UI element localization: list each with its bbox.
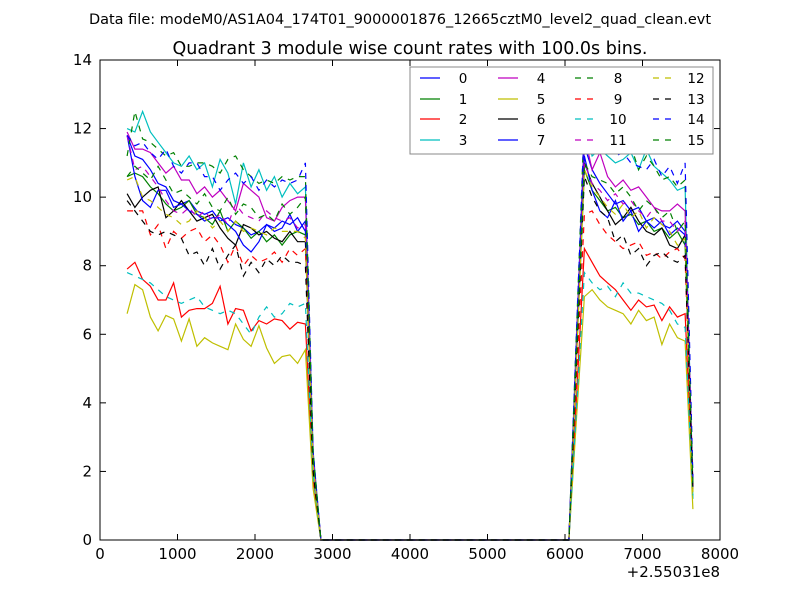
x-tick-label: 6000 [546, 545, 584, 563]
legend-label: 5 [537, 92, 546, 108]
legend-label: 0 [459, 71, 468, 87]
axis-ticks: 0 1000 2000 3000 4000 5000 6000 7000 80000246810… [73, 51, 739, 563]
y-tick-label: 2 [82, 462, 92, 480]
legend-label: 1 [459, 92, 468, 108]
x-tick-label: 2000 [236, 545, 274, 563]
x-tick-label: 8000 [701, 545, 739, 563]
y-tick-label: 6 [82, 325, 92, 343]
y-tick-label: 12 [73, 120, 92, 138]
x-tick-label: 3000 [313, 545, 351, 563]
series-line-12 [126, 169, 694, 541]
legend-label: 12 [687, 71, 704, 87]
series-line-4 [126, 131, 694, 541]
series-line-10 [126, 270, 694, 541]
x-tick-label: 0 [95, 545, 105, 563]
x-offset-label: +2.55031e8 [627, 563, 720, 581]
series-line-2 [126, 246, 694, 541]
series-line-3 [126, 109, 694, 541]
legend-label: 7 [537, 133, 546, 149]
legend-label: 9 [614, 92, 623, 108]
legend-label: 2 [459, 112, 468, 128]
y-tick-label: 10 [73, 188, 92, 206]
legend-label: 10 [609, 112, 626, 128]
legend-label: 8 [614, 71, 623, 87]
y-tick-label: 0 [82, 531, 92, 549]
legend-label: 4 [537, 71, 546, 87]
legend-label: 13 [687, 92, 704, 108]
series-line-13 [126, 176, 694, 541]
x-tick-label: 7000 [623, 545, 661, 563]
series-line-5 [126, 283, 694, 541]
y-tick-label: 8 [82, 257, 92, 275]
legend-label: 3 [459, 133, 468, 149]
series-line-1 [126, 169, 694, 541]
legend-label: 6 [537, 112, 546, 128]
chart-suptitle: Data file: modeM0/AS1A04_174T01_90000018… [89, 12, 711, 28]
series-line-11 [126, 135, 694, 541]
series-line-6 [126, 162, 694, 541]
x-tick-label: 4000 [391, 545, 429, 563]
series-line-8 [126, 111, 694, 541]
y-tick-label: 14 [73, 51, 92, 69]
legend-label: 15 [687, 133, 704, 149]
legend-label: 11 [609, 133, 626, 149]
x-tick-label: 5000 [468, 545, 506, 563]
series-line-9 [127, 210, 694, 541]
chart-title: Quadrant 3 module wise count rates with … [173, 39, 648, 59]
legend-frame [409, 66, 714, 155]
series-line-15 [126, 160, 694, 541]
plot-lines [126, 109, 694, 541]
legend-label: 14 [687, 112, 704, 128]
y-tick-label: 4 [82, 394, 92, 412]
x-tick-label: 1000 [158, 545, 196, 563]
